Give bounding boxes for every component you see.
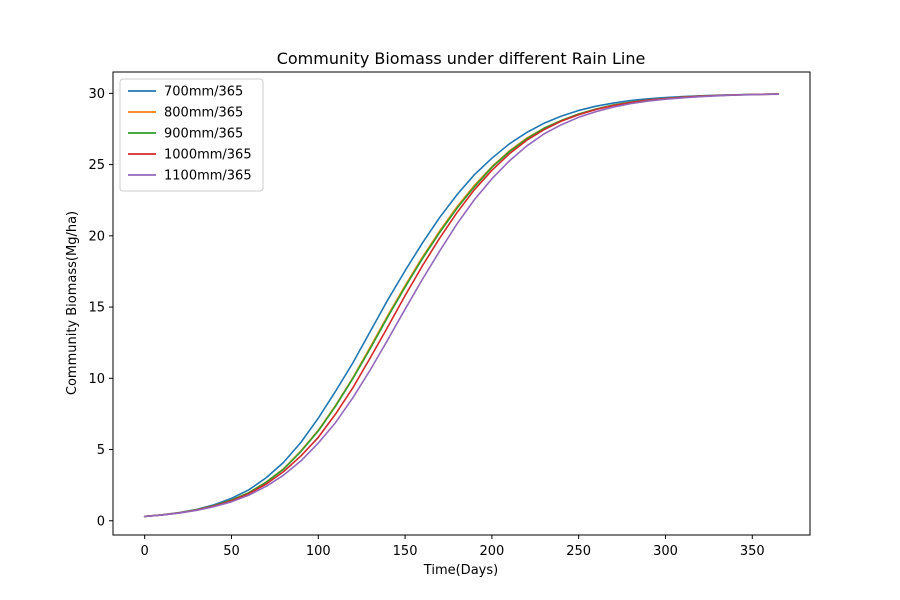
x-tick-label: 150: [393, 544, 418, 559]
x-tick-label: 100: [306, 544, 331, 559]
x-axis: 0 50 100 150 200 250 300 350: [141, 535, 765, 559]
legend: 700mm/365 800mm/365 900mm/365 1000mm/365 110…: [119, 78, 264, 192]
x-tick-label: 350: [740, 544, 765, 559]
legend-label: 700mm/365: [164, 85, 243, 100]
y-tick-label: 0: [97, 514, 105, 529]
y-tick-label: 10: [88, 372, 105, 387]
legend-label: 800mm/365: [164, 106, 243, 121]
legend-box: [119, 78, 264, 192]
y-tick-label: 25: [88, 158, 105, 173]
x-tick-label: 0: [141, 544, 149, 559]
x-tick-label: 250: [566, 544, 591, 559]
x-tick-label: 50: [223, 544, 240, 559]
chart-title: Community Biomass under different Rain L…: [277, 49, 646, 68]
y-tick-label: 5: [97, 443, 105, 458]
y-tick-label: 30: [88, 87, 105, 102]
x-tick-label: 200: [479, 544, 504, 559]
legend-label: 1000mm/365: [164, 148, 252, 163]
series-line-5: [143, 93, 780, 518]
y-tick-label: 15: [88, 301, 105, 316]
y-axis-label: Community Biomass(Mg/ha): [65, 211, 80, 395]
y-tick-label: 20: [88, 229, 105, 244]
series-line-1: [143, 93, 780, 518]
x-axis-label: Time(Days): [423, 563, 498, 578]
y-axis: 0 5 10 15 20 25 30: [88, 87, 113, 529]
x-tick-label: 300: [653, 544, 678, 559]
axes-frame: [112, 71, 811, 536]
legend-label: 900mm/365: [164, 127, 243, 142]
plot-area: [143, 93, 780, 518]
legend-label: 1100mm/365: [164, 169, 252, 184]
